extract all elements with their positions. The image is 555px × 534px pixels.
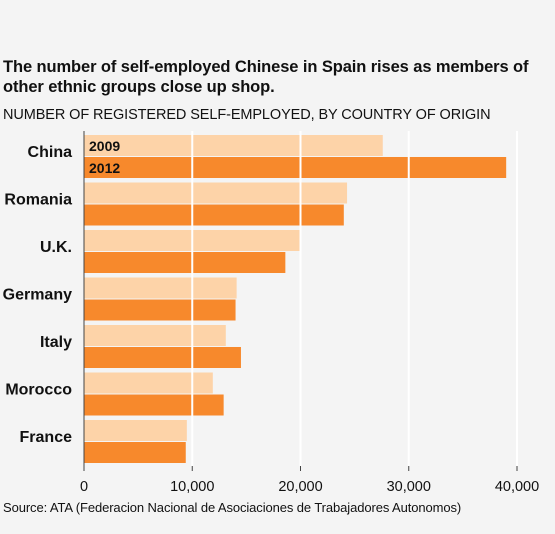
chart-title: The number of self-employed Chinese in S…: [3, 58, 529, 96]
bar-2012-china: [84, 157, 507, 178]
category-label: Italy: [40, 334, 72, 351]
bar-2009-italy: [84, 325, 226, 346]
x-tick-label: 40,000: [495, 479, 539, 495]
bar-2012-france: [84, 442, 186, 463]
x-tick-label: 0: [80, 479, 88, 495]
bars-layer: [84, 135, 507, 463]
category-labels: China Romania U.K. Germany Italy Morocco Franc…: [3, 144, 73, 446]
legend: 2009 2012: [89, 138, 120, 176]
bar-2012-italy: [84, 347, 241, 368]
x-tick-label: 20,000: [278, 479, 322, 495]
category-label: Morocco: [5, 382, 72, 399]
gridlines: [191, 131, 518, 466]
bar-2009-germany: [84, 277, 237, 299]
bar-2009-romania: [84, 182, 348, 204]
x-tick-label: 10,000: [170, 479, 214, 495]
bar-2012-uk: [84, 252, 286, 273]
category-label: France: [20, 429, 73, 446]
bar-2009-france: [84, 420, 187, 441]
bar-2009-morocco: [84, 372, 213, 394]
source-note: Source: ATA (Federacion Nacional de Asoc…: [3, 500, 462, 515]
category-label: China: [28, 144, 73, 161]
legend-label-2012: 2012: [89, 160, 120, 176]
category-label: Romania: [4, 192, 72, 209]
x-tick-label: 30,000: [387, 479, 431, 495]
category-label: U.K.: [40, 239, 72, 256]
x-axis: 0 10,000 20,000 30,000 40,000: [80, 131, 539, 495]
chart-subtitle: NUMBER OF REGISTERED SELF-EMPLOYED, BY C…: [3, 107, 491, 123]
bar-2012-germany: [84, 299, 236, 321]
bar-2012-romania: [84, 204, 344, 226]
bar-2012-morocco: [84, 394, 224, 416]
bar-2009-china: [84, 135, 383, 156]
category-label: Germany: [3, 287, 72, 304]
legend-label-2009: 2009: [89, 138, 120, 154]
